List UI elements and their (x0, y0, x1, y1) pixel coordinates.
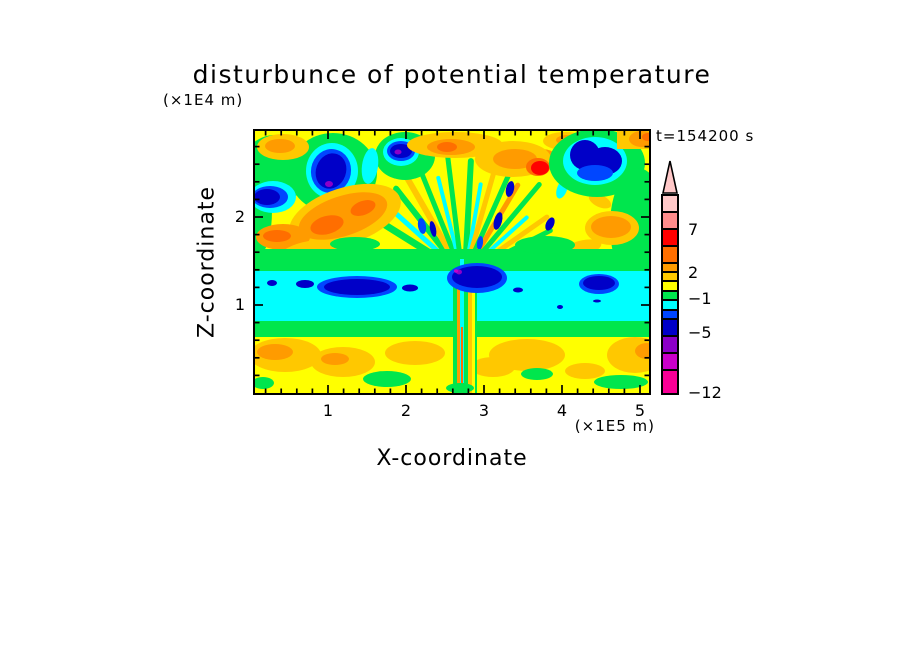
x-tick-label: 4 (556, 401, 568, 420)
field-shape (255, 189, 280, 205)
y-axis-unit-label: (×1E4 m) (163, 91, 244, 109)
colorbar-cell (663, 244, 677, 262)
field-shape (642, 133, 649, 141)
field-shape (457, 277, 460, 393)
field-shape (324, 279, 390, 295)
field-shape (417, 218, 427, 234)
colorbar-tick-label: −12 (688, 383, 722, 402)
field-shape (463, 167, 498, 274)
field-shape (315, 153, 347, 189)
field-shape (402, 284, 418, 292)
z-tick-label: 2 (234, 207, 245, 226)
field-shape (413, 156, 464, 274)
colorbar-cell (663, 270, 677, 281)
field-shape (472, 277, 475, 393)
colorbar-tick-label: −5 (688, 323, 712, 343)
field-shape (363, 371, 411, 387)
field-shape (385, 341, 445, 365)
field-shape (263, 230, 291, 242)
field-shape (429, 221, 437, 237)
colorbar-cell (663, 280, 677, 290)
field-shape (489, 339, 565, 371)
field-shape (321, 353, 349, 365)
field-shape (265, 139, 295, 153)
colorbar-cell (663, 210, 677, 228)
x-tick-label: 2 (400, 401, 412, 420)
field-shape (437, 142, 457, 152)
field-shape (515, 236, 575, 254)
colorbar-cell (663, 299, 677, 309)
chart-title: disturbunce of potential temperature (192, 60, 712, 89)
colorbar-cell (663, 368, 677, 394)
field-shape (577, 165, 613, 181)
field-shape (361, 148, 379, 184)
field-shape (452, 266, 502, 288)
colorbar-cell (663, 351, 677, 369)
field-shape (521, 368, 553, 380)
colorbar-cell (663, 227, 677, 245)
time-annotation: t=154200 s (656, 127, 755, 145)
field-shape (267, 280, 277, 286)
field-shape (594, 375, 648, 389)
field-shape (588, 193, 612, 209)
field-shape (531, 161, 549, 175)
field-shape (310, 215, 344, 235)
field-shape (257, 344, 293, 360)
colorbar-tick-label: 2 (688, 263, 699, 283)
field-shape (505, 181, 515, 197)
colorbar-tick-label: 7 (688, 220, 699, 240)
field-shape (461, 327, 463, 393)
x-axis-title: X-coordinate (376, 446, 528, 471)
field-shape (593, 299, 601, 303)
colorbar-cell (663, 261, 677, 271)
field-shape (468, 269, 472, 393)
colorbar-cell (663, 289, 677, 300)
colorbar-arrow-icon (662, 160, 678, 194)
field-shape (476, 236, 484, 250)
colorbar-cell (663, 308, 677, 319)
colorbar (661, 194, 679, 395)
field-shape (350, 200, 376, 216)
field-shape (296, 280, 314, 288)
plot-area (253, 129, 651, 395)
field-shape (394, 149, 402, 155)
x-tick-label: 5 (634, 401, 646, 420)
field-shape (446, 383, 474, 393)
field-shape (443, 143, 465, 274)
field-shape (591, 216, 631, 238)
colorbar-tick-label: −1 (688, 288, 712, 308)
x-tick-label: 1 (322, 401, 334, 420)
field-shape (255, 377, 274, 389)
colorbar-cell (663, 318, 677, 335)
field-shape (557, 305, 563, 309)
field-shape (513, 287, 523, 293)
field-shape (583, 276, 615, 290)
field-shape (325, 181, 333, 187)
field-shape (493, 212, 503, 230)
field-shape (454, 269, 458, 273)
field-shape (635, 343, 649, 359)
field-shape (545, 217, 555, 231)
colorbar-cell (663, 335, 677, 352)
heatmap-field (255, 131, 649, 393)
x-tick-label: 3 (478, 401, 490, 420)
field-shape (330, 237, 380, 251)
field-shape (462, 158, 474, 274)
colorbar-cell (663, 196, 677, 211)
x-axis-unit-label: (×1E5 m) (574, 417, 655, 435)
field-shape (565, 363, 605, 379)
field-shape (463, 161, 517, 274)
z-tick-label: 1 (234, 295, 245, 314)
field-shape (460, 259, 464, 383)
field-shape (493, 149, 537, 169)
